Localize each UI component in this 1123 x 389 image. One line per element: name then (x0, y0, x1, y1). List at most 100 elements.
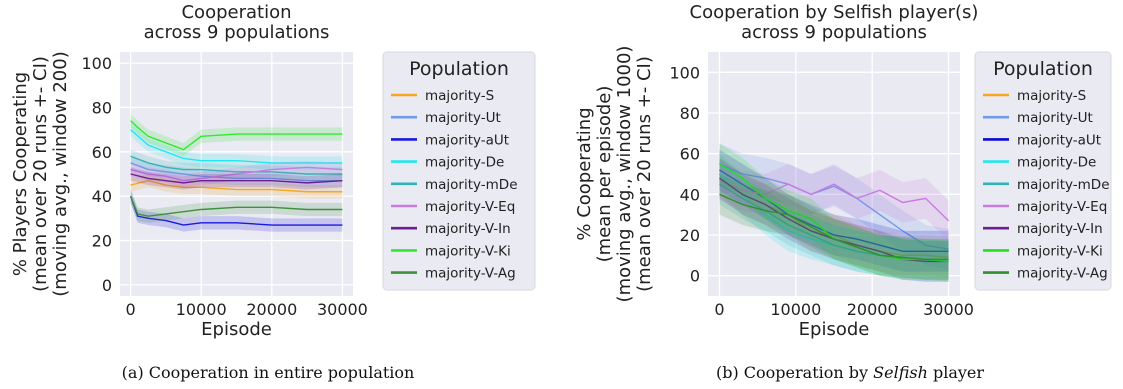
y-tick-label: 80 (92, 98, 112, 117)
chart-b-legend: Population majority-S majority-Ut majority-… (974, 51, 1112, 291)
chart-a: Cooperation across 9 populations 0 10000 20… (10, 2, 536, 382)
y-tick-label: 0 (102, 276, 112, 295)
legend-entry: majority-mDe (425, 177, 518, 193)
series-line (130, 155, 343, 175)
x-tick-label: 30000 (317, 300, 368, 319)
series-line (130, 120, 343, 151)
series-line (130, 166, 343, 182)
legend-entry: majority-V-Eq (1017, 199, 1107, 215)
chart-a-ticks: 0 10000 20000 30000 0 20 40 60 80 100 (81, 54, 367, 319)
legend-entry: majority-aUt (425, 132, 509, 148)
series-majority-Ut (719, 143, 949, 270)
y-tick-label: 20 (680, 226, 700, 245)
chart-b-caption-prefix: (b) Cooperation by (716, 363, 873, 382)
series-ci-band (130, 114, 343, 157)
series-majority-aUt (129, 189, 343, 232)
chart-b-ylabel-line: (moving avg., window 1000) (614, 46, 635, 303)
series-ci-band (719, 174, 949, 280)
chart-b-title: Cooperation by Selfish player(s) across 9… (690, 2, 979, 43)
chart-a-ylabel-line: % Players Cooperating (10, 72, 31, 276)
chart-b-ylabel-line: % Cooperating (574, 107, 595, 240)
legend-entry: majority-mDe (1017, 177, 1110, 193)
y-tick-label: 100 (81, 54, 112, 73)
legend-entry: majority-V-Ki (1017, 243, 1103, 259)
series-majority-S (130, 174, 343, 199)
series-ci-band (719, 163, 949, 280)
x-tick-label: 0 (125, 300, 135, 319)
legend-box (974, 51, 1112, 291)
series-line (129, 195, 343, 226)
y-tick-label: 100 (669, 63, 700, 82)
legend-entry: majority-S (1017, 88, 1086, 104)
series-majority-V-Ag (129, 189, 343, 223)
legend-entry: majority-De (1017, 155, 1096, 171)
legend-entry: majority-aUt (1017, 132, 1101, 148)
series-majority-mDe (130, 149, 343, 181)
legend-entry: majority-Ut (425, 110, 501, 126)
series-majority-V-In (130, 167, 343, 190)
series-majority-V-Eq (719, 159, 950, 242)
legend-entry: majority-V-In (1017, 221, 1103, 237)
legend-entry: majority-V-Ki (425, 243, 511, 259)
legend-title: Population (993, 58, 1093, 80)
legend-entry: majority-Ut (1017, 110, 1093, 126)
chart-a-legend: Population majority-S majority-Ut majority-… (382, 51, 536, 291)
chart-a-series (129, 114, 343, 232)
chart-b-series (718, 143, 950, 282)
series-majority-V-Ag (719, 174, 949, 280)
series-ci-band (719, 157, 949, 282)
x-tick-label: 30000 (923, 300, 974, 319)
series-majority-De (130, 122, 343, 170)
legend-title: Population (409, 58, 509, 80)
y-tick-label: 40 (680, 185, 700, 204)
legend-box (382, 51, 536, 291)
series-ci-band (130, 167, 343, 190)
chart-b-xlabel: Episode (799, 319, 870, 340)
chart-a-grid (120, 52, 353, 296)
y-tick-label: 80 (680, 104, 700, 123)
x-tick-label: 10000 (770, 300, 821, 319)
chart-b-caption-emph: Selfish (873, 363, 928, 382)
y-tick-label: 0 (690, 267, 700, 286)
legend-entry: majority-De (425, 155, 504, 171)
legend-entry: majority-V-Ag (425, 266, 516, 282)
chart-b-ticks: 0 10000 20000 30000 0 20 40 60 80 100 (669, 63, 974, 319)
chart-a-xlabel: Episode (201, 319, 272, 340)
y-tick-label: 20 (92, 232, 112, 251)
series-line (719, 179, 950, 222)
x-tick-label: 0 (714, 300, 724, 319)
series-line (130, 179, 343, 193)
y-tick-label: 60 (680, 145, 700, 164)
series-line (129, 195, 343, 217)
chart-a-ylabel-line: (moving avg., window 200) (50, 51, 71, 296)
chart-b-ylabel-line: (mean per episode) (594, 86, 615, 263)
x-tick-label: 20000 (847, 300, 898, 319)
chart-a-ylabel-line: (mean over 20 runs +- CI) (30, 56, 51, 292)
series-ci-band (719, 153, 949, 278)
series-majority-V-Eq (130, 160, 343, 188)
y-tick-label: 60 (92, 143, 112, 162)
series-line (719, 163, 949, 250)
chart-a-caption: (a) Cooperation in entire population (122, 363, 415, 382)
x-tick-label: 20000 (246, 300, 297, 319)
chart-b-caption-suffix: player (928, 363, 984, 382)
legend-entry: majority-V-Eq (425, 199, 515, 215)
chart-b: Cooperation by Selfish player(s) across 9… (574, 2, 1112, 382)
legend-entry: majority-V-In (425, 221, 511, 237)
series-line (130, 173, 343, 184)
series-ci-band (719, 143, 949, 282)
series-line (130, 129, 343, 164)
series-line (130, 162, 343, 182)
series-ci-band (719, 153, 949, 282)
series-line (719, 193, 949, 261)
chart-a-title: Cooperation across 9 populations (144, 2, 330, 43)
x-tick-label: 10000 (176, 300, 227, 319)
series-ci-band (719, 159, 949, 242)
series-ci-band (130, 174, 343, 199)
series-ci-band (719, 149, 949, 272)
series-majority-V-Ki (130, 114, 343, 157)
series-ci-band (130, 189, 343, 223)
chart-b-caption: (b) Cooperation by Selfish player (716, 363, 984, 382)
chart-b-ylabel-line: (mean over 20 runs +- CI) (634, 56, 655, 292)
